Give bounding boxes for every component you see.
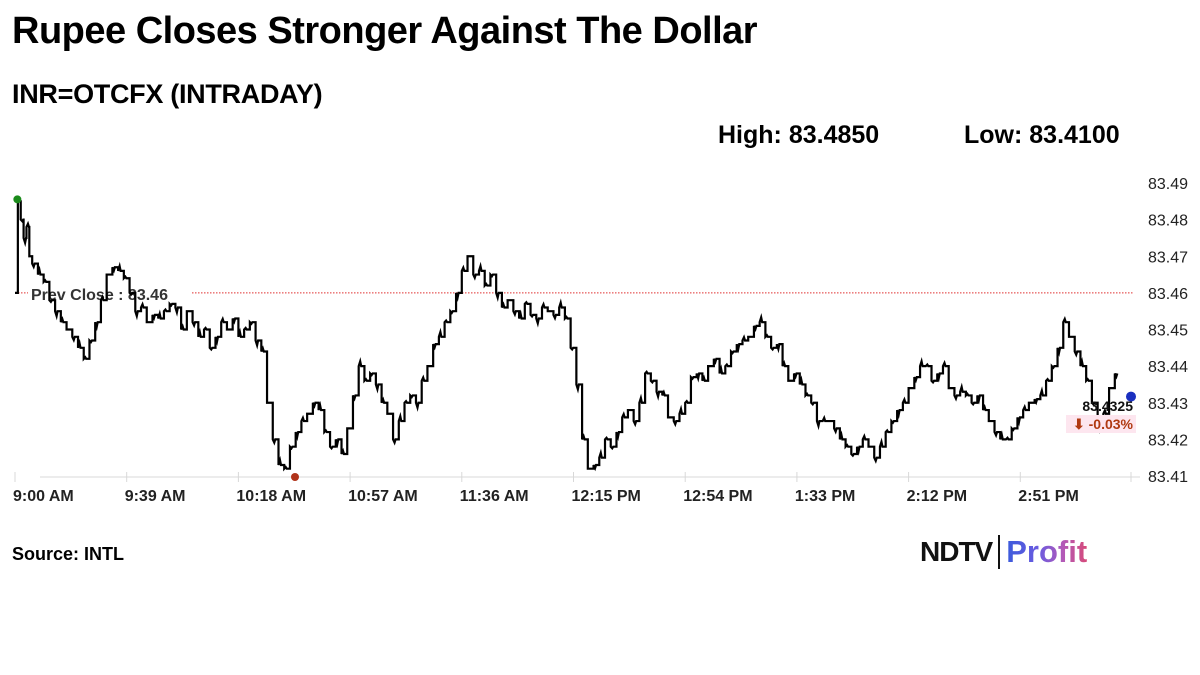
- price-line: [15, 197, 1119, 472]
- prev-close-label: Prev Close : 83.46: [31, 287, 168, 304]
- ndtv-profit-logo: NDTV Profit: [920, 532, 1087, 572]
- y-tick-label: 83.49: [1148, 176, 1188, 193]
- x-tick-label: 12:54 PM: [683, 488, 752, 505]
- high-value: High: 83.4850: [718, 121, 880, 149]
- y-tick-label: 83.43: [1148, 396, 1188, 413]
- x-tick-label: 11:36 AM: [460, 488, 529, 505]
- chart-title: Rupee Closes Stronger Against The Dollar: [12, 10, 758, 52]
- x-tick-label: 2:51 PM: [1018, 488, 1078, 505]
- logo-ndtv: NDTV: [920, 536, 993, 567]
- low-value: Low: 83.4100: [964, 121, 1120, 149]
- x-tick-label: 9:39 AM: [125, 488, 186, 505]
- y-tick-label: 83.46: [1148, 286, 1188, 303]
- low-marker-icon: [291, 473, 299, 481]
- y-tick-label: 83.45: [1148, 323, 1188, 340]
- chart-subtitle: INR=OTCFX (INTRADAY): [12, 79, 323, 109]
- y-tick-label: 83.42: [1148, 432, 1188, 449]
- y-axis: 83.49 83.48 83.47 83.46 83.45 83.44 83.43 83.42…: [1148, 176, 1188, 486]
- x-tick-label: 10:18 AM: [236, 488, 306, 505]
- y-tick-label: 83.44: [1148, 359, 1188, 376]
- logo-divider: [998, 535, 1001, 569]
- prev-close-annotation: Prev Close : 83.46: [28, 283, 192, 304]
- last-price-value: 83.4325: [1082, 398, 1133, 414]
- last-price-annotation: 83.4325 ⬇ -0.03%: [1066, 398, 1136, 433]
- change-percent: ⬇ -0.03%: [1073, 416, 1134, 432]
- x-tick-label: 9:00 AM: [13, 488, 74, 505]
- x-tick-label: 1:33 PM: [795, 488, 855, 505]
- high-marker-icon: [13, 195, 22, 204]
- y-tick-label: 83.41: [1148, 469, 1188, 486]
- x-tick-label: 10:57 AM: [348, 488, 418, 505]
- y-tick-label: 83.48: [1148, 213, 1188, 230]
- y-tick-label: 83.47: [1148, 249, 1188, 266]
- x-tick-label: 2:12 PM: [907, 488, 967, 505]
- source-note: Source: INTL: [12, 544, 125, 564]
- logo-profit: Profit: [1006, 534, 1088, 569]
- x-axis: 9:00 AM 9:39 AM 10:18 AM 10:57 AM 11:36 AM 12…: [13, 472, 1140, 505]
- last-price-marker-icon: [1126, 391, 1136, 402]
- x-tick-label: 12:15 PM: [572, 488, 641, 505]
